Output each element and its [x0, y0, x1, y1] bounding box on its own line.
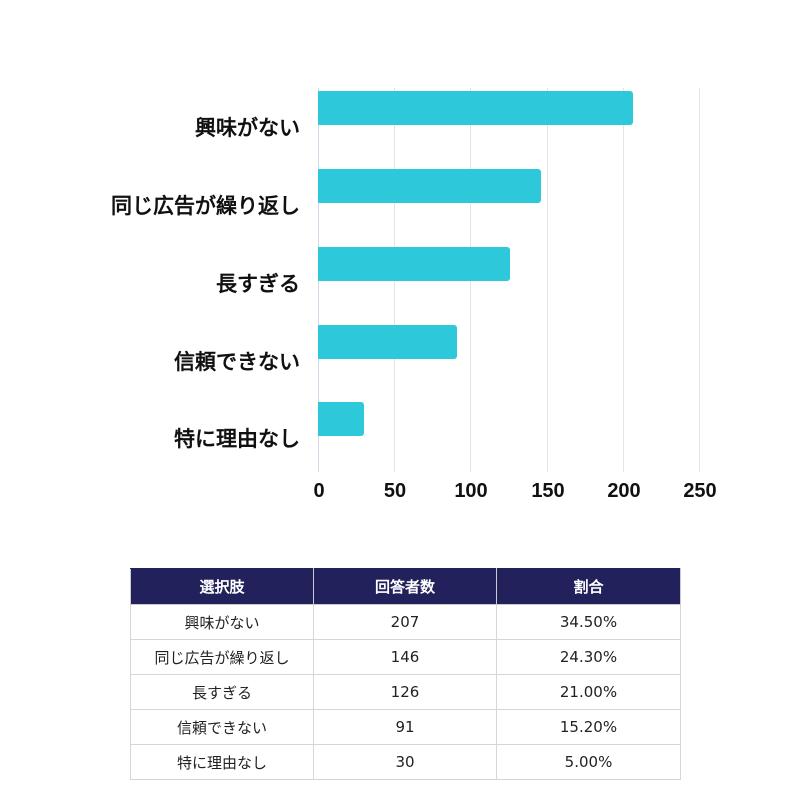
x-tick-label: 100: [454, 480, 488, 502]
header-ratio: 割合: [496, 568, 681, 605]
table-header-row: 選択肢 回答者数 割合: [130, 568, 681, 605]
cell-choice: 信頼できない: [130, 709, 314, 745]
cell-choice: 特に理由なし: [130, 744, 314, 780]
category-label: 興味がない: [195, 116, 300, 140]
table-row: 信頼できない 91 15.20%: [130, 709, 681, 745]
cell-respondents: 91: [313, 709, 497, 745]
cell-respondents: 146: [313, 639, 497, 675]
cell-ratio: 34.50%: [496, 604, 681, 640]
table-row: 同じ広告が繰り返し 146 24.30%: [130, 639, 681, 675]
x-tick-label: 150: [531, 480, 565, 502]
gridline: [623, 88, 624, 472]
x-tick-label: 50: [383, 480, 407, 502]
bar: [318, 91, 633, 125]
cell-ratio: 24.30%: [496, 639, 681, 675]
cell-respondents: 30: [313, 744, 497, 780]
category-label: 特に理由なし: [174, 427, 300, 451]
bar: [318, 247, 510, 281]
x-tick-label: 250: [683, 480, 717, 502]
header-respondents: 回答者数: [313, 568, 497, 605]
gridline: [547, 88, 548, 472]
bar-chart: 興味がない同じ広告が繰り返し長すぎる信頼できない 特に理由なし 0 50 100 150…: [111, 88, 717, 502]
cell-choice: 同じ広告が繰り返し: [130, 639, 314, 675]
table-row: 長すぎる 126 21.00%: [130, 674, 681, 710]
cell-respondents: 126: [313, 674, 497, 710]
cell-choice: 長すぎる: [130, 674, 314, 710]
bar: [318, 402, 364, 436]
header-choice: 選択肢: [130, 568, 314, 605]
table-row: 特に理由なし 30 5.00%: [130, 744, 681, 780]
gridline: [699, 88, 700, 472]
table-row: 興味がない 207 34.50%: [130, 604, 681, 640]
cell-respondents: 207: [313, 604, 497, 640]
cell-ratio: 15.20%: [496, 709, 681, 745]
bar: [318, 325, 457, 359]
category-label: 信頼できない: [174, 350, 300, 374]
cell-ratio: 5.00%: [496, 744, 681, 780]
results-table: 選択肢 回答者数 割合 興味がない 207 34.50% 同じ広告が繰り返し 1…: [130, 568, 681, 780]
cell-choice: 興味がない: [130, 604, 314, 640]
category-label: 同じ広告が繰り返し: [111, 194, 300, 218]
x-tick-label: 200: [607, 480, 641, 502]
bar: [318, 169, 541, 203]
x-tick-label: 0: [313, 480, 325, 502]
cell-ratio: 21.00%: [496, 674, 681, 710]
category-label: 長すぎる: [216, 272, 300, 296]
